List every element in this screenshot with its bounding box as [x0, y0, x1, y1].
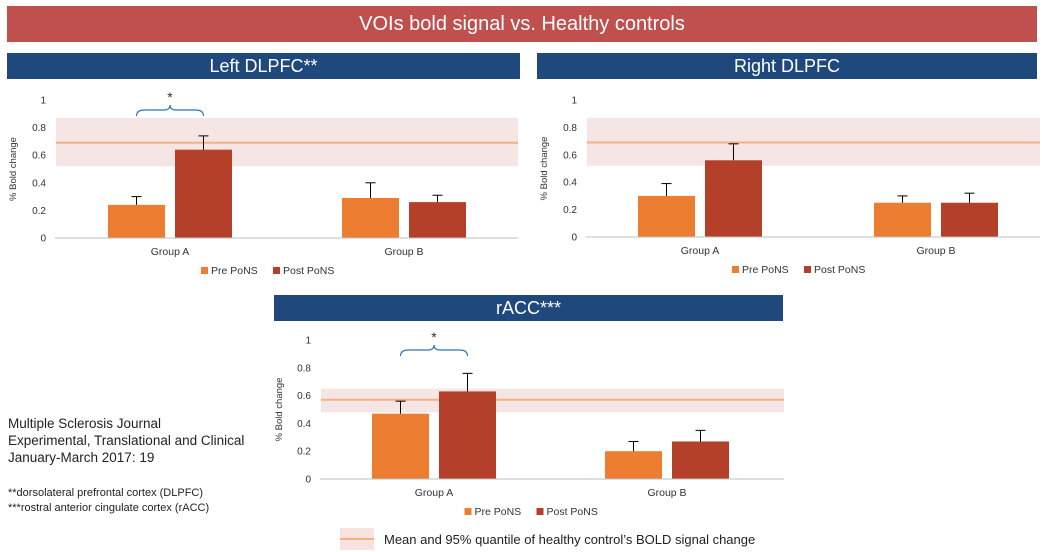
- footnote: ***rostral anterior cingulate cortex (rA…: [8, 502, 210, 514]
- y-tick-label: 0.2: [563, 205, 577, 216]
- bar-post-pons: [439, 391, 496, 479]
- bar-pre-pons: [638, 195, 695, 237]
- category-label: Group A: [415, 487, 454, 499]
- control-band-legend: Mean and 95% quantile of healthy control…: [340, 527, 755, 551]
- bar-post-pons: [672, 441, 729, 479]
- journal-citation: Multiple Sclerosis Journal Experimental,…: [8, 415, 244, 466]
- y-tick-label: 0.8: [297, 363, 311, 374]
- bar-pre-pons: [108, 204, 165, 238]
- y-tick-label: 0.2: [297, 447, 311, 458]
- y-tick-label: 0.6: [297, 391, 311, 402]
- y-tick-label: 0.4: [32, 178, 46, 189]
- legend-label-post-pons: Post PoNS: [547, 506, 598, 518]
- bar-post-pons: [941, 202, 998, 237]
- y-tick-label: 1: [40, 96, 46, 107]
- footnote: **dorsolateral prefrontal cortex (DLPFC): [8, 487, 204, 499]
- legend-label-post-pons: Post PoNS: [283, 265, 334, 277]
- legend-swatch-post-pons: [273, 267, 280, 274]
- y-tick-label: 0: [571, 233, 577, 244]
- legend-label-post-pons: Post PoNS: [814, 264, 865, 276]
- significance-bracket: [399, 344, 469, 357]
- legend-swatch-post-pons: [536, 508, 544, 515]
- legend-swatch-pre-pons: [464, 508, 472, 515]
- panel-title-racc: rACC***: [274, 295, 783, 321]
- bar-post-pons: [175, 149, 232, 238]
- bar-pre-pons: [605, 451, 662, 479]
- y-axis-label: % Bold change: [539, 137, 550, 201]
- category-label: Group B: [916, 245, 955, 257]
- y-tick-label: 0: [305, 475, 311, 486]
- significance-bracket: [135, 104, 205, 117]
- control-band-label: Mean and 95% quantile of healthy control…: [384, 531, 756, 547]
- y-tick-label: 1: [571, 96, 577, 107]
- panel-title-left-dlpfc: Left DLPFC**: [7, 53, 520, 79]
- chart-left-dlpfc: 0 0.2 0.4 0.6 0.8 1 % Bold change Group A Group …: [8, 89, 518, 277]
- bar-pre-pons: [874, 202, 931, 237]
- category-label: Group B: [647, 487, 686, 499]
- bar-post-pons: [409, 202, 466, 238]
- legend-swatch-pre-pons: [201, 267, 208, 274]
- legend-label-pre-pons: Pre PoNS: [742, 264, 789, 276]
- legend-swatch-pre-pons: [732, 266, 739, 273]
- bar-post-pons: [705, 160, 762, 237]
- journal-line: January-March 2017: 19: [8, 450, 155, 465]
- y-tick-label: 1: [305, 336, 311, 347]
- chart-right-dlpfc: 0 0.2 0.4 0.6 0.8 1 % Bold change Group A Group …: [539, 96, 1040, 276]
- significance-label: *: [167, 89, 173, 105]
- category-label: Group A: [151, 246, 190, 258]
- legend-swatch-post-pons: [804, 266, 811, 273]
- panel-title-right-dlpfc: Right DLPFC: [537, 53, 1037, 79]
- y-tick-label: 0.2: [32, 206, 46, 217]
- legend-label-pre-pons: Pre PoNS: [475, 506, 522, 518]
- footnotes: **dorsolateral prefrontal cortex (DLPFC)…: [8, 486, 209, 516]
- chart-racc: 0 0.2 0.4 0.6 0.8 1 % Bold change Group A Group …: [274, 329, 784, 518]
- y-tick-label: 0.4: [297, 419, 311, 430]
- journal-line: Multiple Sclerosis Journal: [8, 416, 162, 431]
- y-tick-label: 0.8: [32, 123, 46, 134]
- y-tick-label: 0: [40, 234, 46, 245]
- significance-label: *: [431, 329, 437, 345]
- journal-line: Experimental, Translational and Clinical: [8, 433, 245, 448]
- y-tick-label: 0.6: [563, 150, 577, 161]
- control-band-swatch: [340, 528, 374, 550]
- category-label: Group B: [384, 246, 423, 258]
- y-axis-label: % Bold change: [8, 137, 19, 201]
- bar-pre-pons: [372, 413, 429, 479]
- bar-pre-pons: [342, 197, 399, 238]
- category-label: Group A: [681, 245, 720, 257]
- y-tick-label: 0.8: [563, 123, 577, 134]
- y-axis-label: % Bold change: [274, 378, 285, 442]
- main-banner: VOIs bold signal vs. Healthy controls: [7, 6, 1037, 42]
- y-tick-label: 0.4: [563, 178, 577, 189]
- y-tick-label: 0.6: [32, 151, 46, 162]
- legend-label-pre-pons: Pre PoNS: [211, 265, 258, 277]
